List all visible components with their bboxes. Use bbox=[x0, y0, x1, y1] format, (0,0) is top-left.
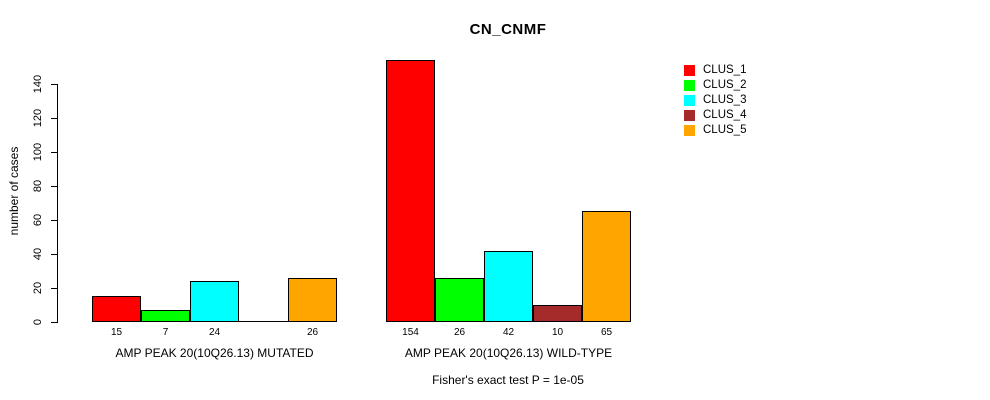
stat-test-annotation: Fisher's exact test P = 1e-05 bbox=[432, 373, 584, 387]
legend-item: CLUS_3 bbox=[684, 93, 746, 108]
y-tick-label: 120 bbox=[32, 108, 44, 128]
legend-swatch bbox=[684, 125, 695, 136]
y-axis-tick bbox=[51, 186, 57, 187]
bar-value-label: 15 bbox=[110, 327, 123, 338]
y-axis-tick bbox=[51, 84, 57, 85]
bar-value-label: 42 bbox=[502, 327, 515, 338]
legend-swatch bbox=[684, 80, 695, 91]
legend-swatch bbox=[684, 110, 695, 121]
y-axis-tick bbox=[51, 254, 57, 255]
y-axis-tick bbox=[51, 152, 57, 153]
bar-value-label: 154 bbox=[402, 327, 419, 338]
y-axis-tick bbox=[51, 322, 57, 323]
legend-item: CLUS_4 bbox=[684, 108, 746, 123]
bar bbox=[533, 305, 582, 322]
bar-value-label: 26 bbox=[306, 327, 319, 338]
y-axis-tick bbox=[51, 220, 57, 221]
y-tick-label: 40 bbox=[32, 247, 44, 261]
bar-value-label: 10 bbox=[551, 327, 564, 338]
y-tick-label: 0 bbox=[32, 318, 44, 326]
bar bbox=[92, 296, 141, 322]
y-tick-label: 20 bbox=[32, 281, 44, 295]
bar-value-label: 26 bbox=[453, 327, 466, 338]
y-tick-label: 140 bbox=[32, 74, 44, 94]
legend-item: CLUS_1 bbox=[684, 63, 746, 78]
bar bbox=[386, 60, 435, 322]
y-tick-label: 60 bbox=[32, 213, 44, 227]
bar bbox=[141, 310, 190, 322]
legend-label: CLUS_2 bbox=[703, 79, 747, 91]
legend-label: CLUS_1 bbox=[703, 64, 747, 76]
group-label: AMP PEAK 20(10Q26.13) MUTATED bbox=[115, 346, 314, 360]
legend-item: CLUS_2 bbox=[684, 78, 746, 93]
bar bbox=[484, 251, 533, 322]
legend-swatch bbox=[684, 65, 695, 76]
legend-label: CLUS_5 bbox=[703, 124, 747, 136]
y-axis-tick bbox=[51, 118, 57, 119]
group-label: AMP PEAK 20(10Q26.13) WILD-TYPE bbox=[404, 346, 613, 360]
bar bbox=[288, 278, 337, 322]
y-tick-label: 80 bbox=[32, 179, 44, 193]
zero-height-bar bbox=[239, 321, 288, 322]
legend-swatch bbox=[684, 95, 695, 106]
bar bbox=[435, 278, 484, 322]
bar-value-label: 7 bbox=[162, 327, 169, 338]
y-axis-line bbox=[57, 84, 58, 323]
bar bbox=[582, 211, 631, 322]
legend-item: CLUS_5 bbox=[684, 123, 746, 138]
bar-value-label: 24 bbox=[208, 327, 221, 338]
legend-label: CLUS_4 bbox=[703, 109, 747, 121]
legend: CLUS_1 CLUS_2 CLUS_3 CLUS_4 CLUS_5 bbox=[684, 63, 746, 138]
bar-value-label: 65 bbox=[600, 327, 613, 338]
bar bbox=[190, 281, 239, 322]
y-axis-tick bbox=[51, 288, 57, 289]
y-tick-label: 100 bbox=[32, 142, 44, 162]
chart-title: CN_CNMF bbox=[469, 21, 547, 38]
legend-label: CLUS_3 bbox=[703, 94, 747, 106]
